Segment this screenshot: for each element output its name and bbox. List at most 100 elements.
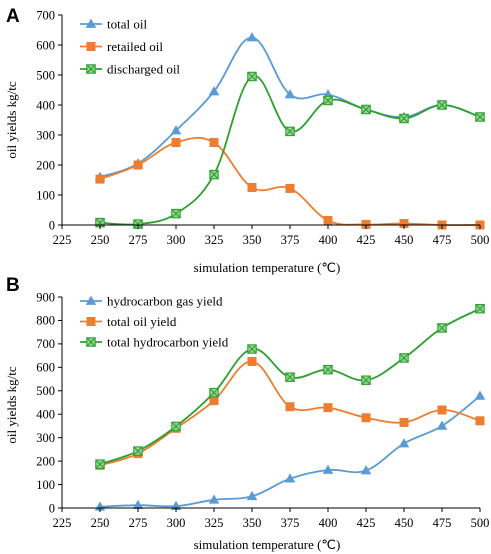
data-point [209,138,219,148]
x-tick-label: 225 [53,233,72,247]
data-point [475,416,485,426]
data-point [399,113,409,124]
x-tick-label: 475 [433,516,452,530]
data-point [285,372,295,382]
data-point [322,464,334,474]
legend-marker [85,18,97,28]
y-tick-label: 0 [49,218,55,232]
data-point [133,160,143,170]
panel-letter-a: A [6,6,20,27]
panel-letter-b: B [6,275,20,296]
data-point [361,104,371,115]
data-point [437,405,447,415]
legend-label: discharged oil [107,62,180,77]
data-point [475,112,485,122]
panel-a-axes: 0 100 200 300 400 500 600 700 225 250 275 300 325 350… [36,8,489,247]
y-tick-label: 100 [36,478,55,492]
x-tick-label: 425 [357,516,376,530]
data-point [170,125,182,135]
x-tick-label: 500 [471,233,490,247]
y-tick-label: 700 [36,8,55,22]
x-tick-label: 250 [91,516,110,530]
data-point [437,100,447,110]
legend-entry: hydrocarbon gas yield [80,294,223,309]
y-tick-label: 100 [36,188,55,202]
legend-marker [86,41,96,51]
y-tick-label: 700 [36,337,55,351]
data-point [285,126,295,137]
legend-entry: discharged oil [80,62,180,77]
data-point [208,494,220,504]
data-point [133,446,143,456]
x-tick-label: 400 [319,516,338,530]
data-point [284,89,296,99]
data-point [247,71,257,82]
data-point [399,353,409,363]
data-point [209,396,219,406]
panel-b-legend: hydrocarbon gas yield total oil yield tota… [80,294,229,350]
x-tick-label: 400 [319,233,338,247]
series-hydrocarbon-gas-yield [94,390,486,511]
y-tick-label: 800 [36,314,55,328]
data-point [171,421,181,432]
x-tick-label: 225 [53,516,72,530]
data-point [209,169,219,180]
legend-entry: total hydrocarbon yield [80,335,229,350]
y-tick-label: 0 [49,501,55,515]
y-tick-label: 400 [36,98,55,112]
y-tick-label: 200 [36,454,55,468]
data-point [246,490,258,501]
x-tick-label: 500 [471,516,490,530]
x-tick-label: 475 [433,233,452,247]
data-point [285,402,295,412]
legend-label: retailed oil [107,39,163,54]
series-line [99,307,481,466]
data-point [361,375,371,385]
x-tick-label: 425 [357,233,376,247]
legend-marker [86,64,96,74]
data-point [437,323,447,333]
data-point [360,465,372,475]
series-line [99,395,481,508]
x-tick-label: 375 [281,516,300,530]
legend-marker [85,295,97,305]
x-tick-label: 350 [243,516,262,530]
data-point [323,95,333,106]
data-point [95,459,105,469]
legend-label: total oil [107,17,147,32]
legend-entry: total oil [80,17,147,32]
series-line [99,136,481,227]
data-point [323,216,333,226]
data-point [171,208,181,219]
y-tick-label: 600 [36,361,55,375]
series-line [99,75,481,226]
data-point [285,183,295,193]
x-tick-label: 450 [395,233,414,247]
y-tick-label: 900 [36,290,55,304]
y-tick-label: 600 [36,38,55,52]
panel-b-axes: 0 100 200 300 400 500 600 700 800 900 225 250 275 300… [36,290,489,530]
y-tick-label: 500 [36,68,55,82]
legend-marker [86,316,96,326]
data-point [247,344,257,354]
panel-a: A 0 100 200 300 400 500 600 700 225 250 275 300 325 3… [4,6,489,275]
panel-a-x-axis-title: simulation temperature (℃) [194,260,341,275]
x-tick-label: 300 [167,233,186,247]
data-point [247,183,257,193]
data-point [436,420,448,430]
y-tick-label: 300 [36,128,55,142]
legend-marker [86,337,96,347]
data-point [208,86,220,96]
x-tick-label: 300 [167,516,186,530]
data-point [284,473,296,483]
x-tick-label: 375 [281,233,300,247]
y-tick-label: 500 [36,384,55,398]
y-tick-label: 200 [36,158,55,172]
x-tick-label: 275 [129,233,148,247]
data-point [361,413,371,423]
panel-a-legend: total oil retailed oil discharged oil [80,17,180,77]
legend-label: hydrocarbon gas yield [107,294,223,309]
panel-b-marks [94,303,486,511]
data-point [246,32,258,42]
